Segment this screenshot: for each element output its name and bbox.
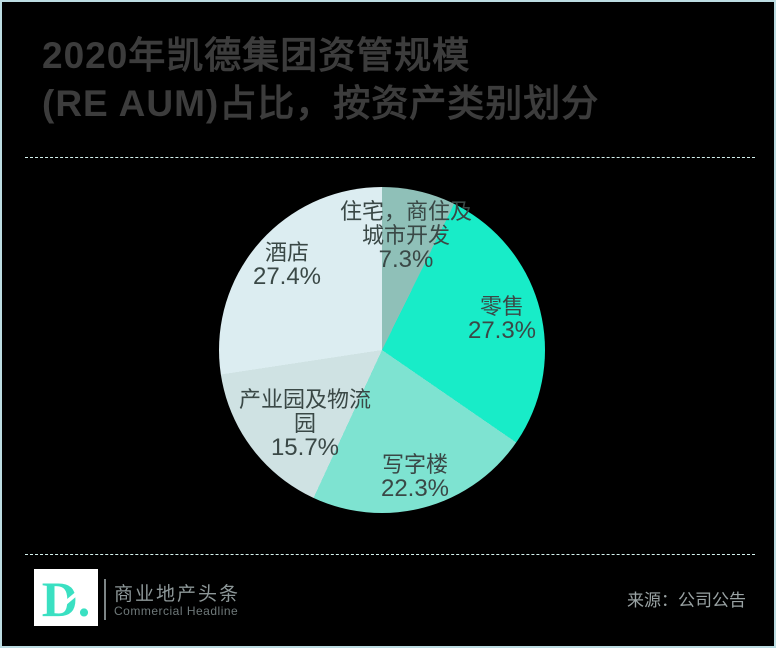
slice-label-line: 零售 <box>479 294 524 319</box>
brand-name-en: Commercial Headline <box>114 604 239 618</box>
slice-percent: 27.4% <box>252 263 322 290</box>
pie-label-lodging: 酒店 27.4% <box>253 241 321 289</box>
slice-percent: 7.3% <box>378 246 434 273</box>
footer-rule <box>25 554 755 555</box>
slice-percent: 27.3% <box>467 317 537 344</box>
slice-label-line: 写字楼 <box>381 452 448 477</box>
brand-logo-letter: D. <box>42 572 91 624</box>
brand-name-cn: 商业地产头条 <box>114 584 241 605</box>
logo-divider <box>104 579 106 620</box>
page-title-line1: 2020年凯德集团资管规模 <box>42 35 471 76</box>
brand-logo: D. <box>34 569 98 626</box>
title-rule <box>25 157 755 158</box>
pie-label-office: 写字楼 22.3% <box>381 453 449 501</box>
slice-label-line: 城市开发 <box>361 223 451 248</box>
pie-label-business-park: 产业园及物流 园 15.7% <box>239 388 371 460</box>
slice-percent: 22.3% <box>380 475 450 502</box>
slice-label-line: 住宅，商住及 <box>339 199 473 224</box>
slice-label-line: 园 <box>293 411 317 436</box>
page-title-line2: (RE AUM)占比，按资产类别划分 <box>42 83 600 124</box>
slice-label-line: 酒店 <box>264 240 309 265</box>
aum-pie-chart <box>219 187 545 513</box>
pie-label-residential: 住宅，商住及 城市开发 7.3% <box>340 200 472 272</box>
source-note: 来源：公司公告 <box>627 591 746 610</box>
pie-label-retail: 零售 27.3% <box>468 295 536 343</box>
slice-label-line: 产业园及物流 <box>238 387 372 412</box>
slice-percent: 15.7% <box>270 434 340 461</box>
page-title: 2020年凯德集团资管规模 (RE AUM)占比，按资产类别划分 <box>42 32 742 128</box>
